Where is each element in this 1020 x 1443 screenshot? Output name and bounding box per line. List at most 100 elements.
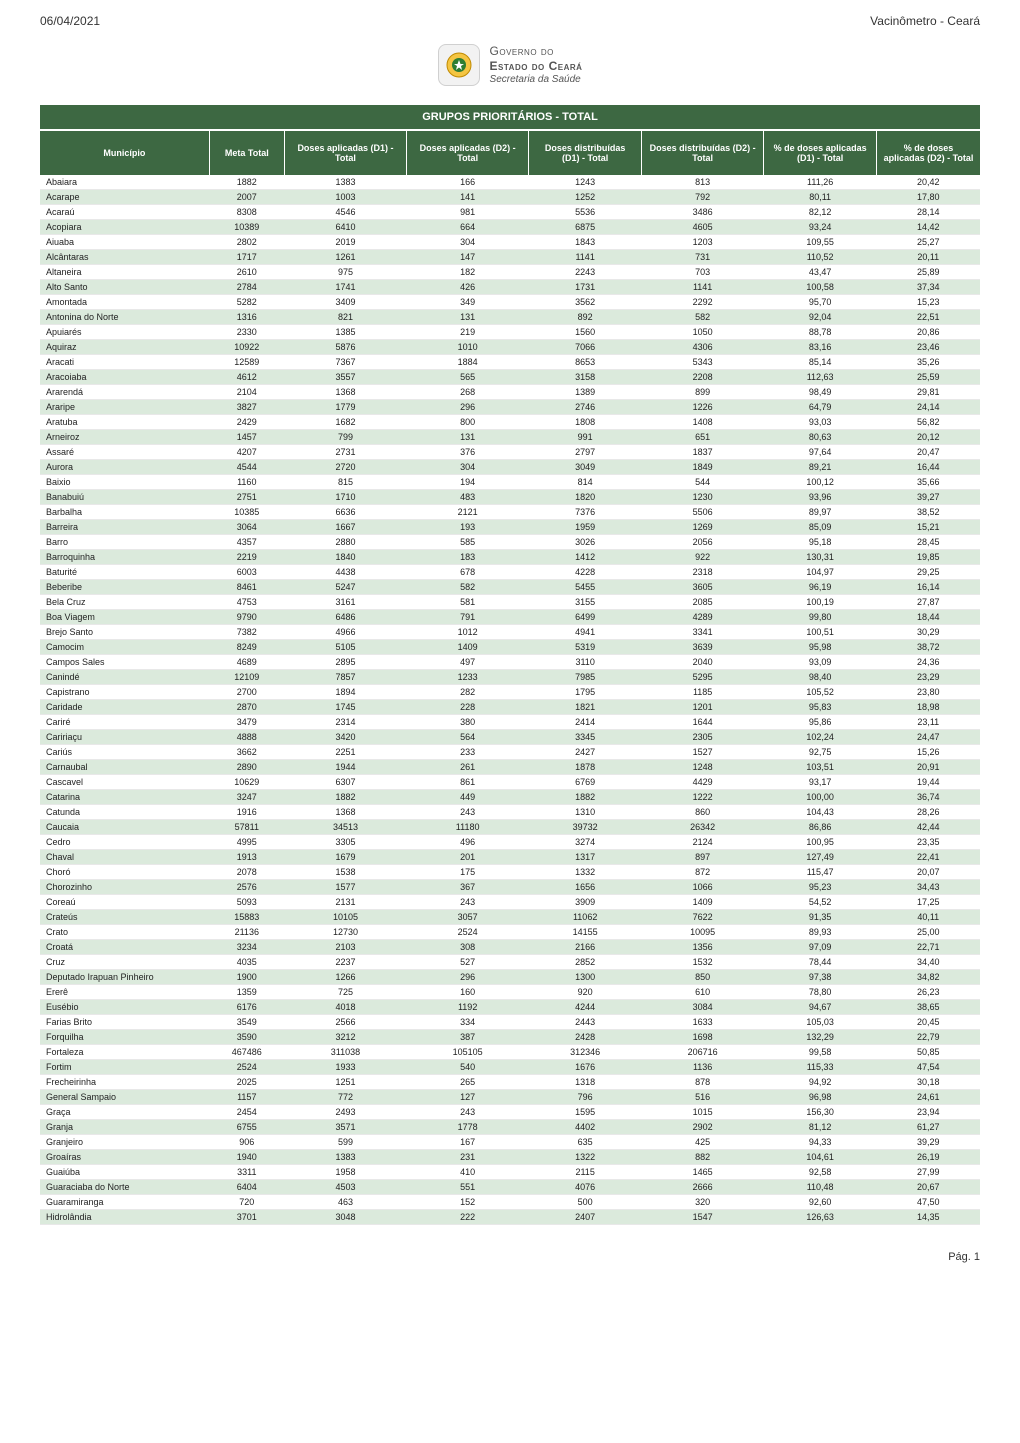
- table-row: Altaneira2610975182224370343,4725,89: [40, 264, 980, 279]
- cell-value: 320: [642, 1194, 764, 1209]
- cell-value: 500: [529, 1194, 642, 1209]
- cell-value: 1465: [642, 1164, 764, 1179]
- cell-value: 610: [642, 984, 764, 999]
- cell-value: 152: [407, 1194, 529, 1209]
- cell-value: 92,75: [764, 744, 877, 759]
- cell-value: 991: [529, 429, 642, 444]
- cell-value: 95,70: [764, 294, 877, 309]
- cell-value: 540: [407, 1059, 529, 1074]
- cell-value: 1547: [642, 1209, 764, 1224]
- cell-value: 115,33: [764, 1059, 877, 1074]
- cell-value: 1356: [642, 939, 764, 954]
- cell-value: 97,38: [764, 969, 877, 984]
- cell-value: 1243: [529, 175, 642, 190]
- logo-line1: Governo do: [490, 44, 583, 59]
- cell-value: 265: [407, 1074, 529, 1089]
- cell-value: 2428: [529, 1029, 642, 1044]
- cell-value: 1157: [209, 1089, 284, 1104]
- table-row: Arneiroz145779913199165180,6320,12: [40, 429, 980, 444]
- cell-value: 720: [209, 1194, 284, 1209]
- cell-value: 7985: [529, 669, 642, 684]
- cell-value: 2040: [642, 654, 764, 669]
- cell-value: 20,11: [877, 249, 980, 264]
- cell-value: 93,17: [764, 774, 877, 789]
- cell-value: 4503: [284, 1179, 406, 1194]
- cell-value: 1385: [284, 324, 406, 339]
- cell-value: 897: [642, 849, 764, 864]
- cell-value: 81,12: [764, 1119, 877, 1134]
- cell-value: 156,30: [764, 1104, 877, 1119]
- cell-value: 109,55: [764, 234, 877, 249]
- cell-value: 1560: [529, 324, 642, 339]
- cell-value: 29,81: [877, 384, 980, 399]
- cell-value: 24,14: [877, 399, 980, 414]
- cell-value: 1843: [529, 234, 642, 249]
- table-row: Crateús1588310105305711062762291,3540,11: [40, 909, 980, 924]
- cell-value: 10629: [209, 774, 284, 789]
- cell-value: 15,21: [877, 519, 980, 534]
- table-row: Assaré420727313762797183797,6420,47: [40, 444, 980, 459]
- cell-value: 64,79: [764, 399, 877, 414]
- cell-value: 2115: [529, 1164, 642, 1179]
- cell-value: 95,23: [764, 879, 877, 894]
- cell-value: 1795: [529, 684, 642, 699]
- cell-value: 449: [407, 789, 529, 804]
- cell-value: 25,27: [877, 234, 980, 249]
- cell-value: 3084: [642, 999, 764, 1014]
- cell-value: 15,26: [877, 744, 980, 759]
- cell-value: 131: [407, 429, 529, 444]
- cell-value: 15883: [209, 909, 284, 924]
- header-title-right: Vacinômetro - Ceará: [870, 14, 980, 28]
- cell-municipio: Caucaia: [40, 819, 209, 834]
- cell-value: 2219: [209, 549, 284, 564]
- cell-municipio: Ererê: [40, 984, 209, 999]
- cell-value: 4306: [642, 339, 764, 354]
- cell-value: 147: [407, 249, 529, 264]
- cell-value: 1710: [284, 489, 406, 504]
- cell-value: 1882: [284, 789, 406, 804]
- cell-value: 527: [407, 954, 529, 969]
- cell-value: 20,07: [877, 864, 980, 879]
- cell-municipio: Fortaleza: [40, 1044, 209, 1059]
- cell-municipio: Coreaú: [40, 894, 209, 909]
- cell-value: 4689: [209, 654, 284, 669]
- cell-value: 28,26: [877, 804, 980, 819]
- cell-value: 233: [407, 744, 529, 759]
- cell-value: 3161: [284, 594, 406, 609]
- cell-value: 1201: [642, 699, 764, 714]
- cell-municipio: Groaíras: [40, 1149, 209, 1164]
- table-row: Caridade287017452281821120195,8318,98: [40, 699, 980, 714]
- cell-value: 1368: [284, 804, 406, 819]
- cell-municipio: Cascavel: [40, 774, 209, 789]
- cell-value: 1959: [529, 519, 642, 534]
- cell-municipio: General Sampaio: [40, 1089, 209, 1104]
- cell-value: 11180: [407, 819, 529, 834]
- cell-value: 57811: [209, 819, 284, 834]
- cell-value: 2443: [529, 1014, 642, 1029]
- cell-value: 82,12: [764, 204, 877, 219]
- cell-value: 2124: [642, 834, 764, 849]
- cell-value: 20,67: [877, 1179, 980, 1194]
- cell-value: 100,58: [764, 279, 877, 294]
- cell-value: 2895: [284, 654, 406, 669]
- table-row: Cariré347923143802414164495,8623,11: [40, 714, 980, 729]
- cell-value: 582: [642, 309, 764, 324]
- cell-municipio: Brejo Santo: [40, 624, 209, 639]
- cell-value: 581: [407, 594, 529, 609]
- cell-value: 463: [284, 1194, 406, 1209]
- cell-value: 3212: [284, 1029, 406, 1044]
- cell-value: 367: [407, 879, 529, 894]
- cell-value: 1778: [407, 1119, 529, 1134]
- table-body: Abaiara188213831661243813111,2620,42Acar…: [40, 175, 980, 1225]
- cell-value: 105,03: [764, 1014, 877, 1029]
- cell-value: 39,27: [877, 489, 980, 504]
- cell-value: 426: [407, 279, 529, 294]
- cell-value: 1940: [209, 1149, 284, 1164]
- table-row: Aracoiaba4612355756531582208112,6325,59: [40, 369, 980, 384]
- cell-value: 2493: [284, 1104, 406, 1119]
- col-d2-distrib: Doses distribuídas (D2) - Total: [642, 130, 764, 175]
- cell-value: 3420: [284, 729, 406, 744]
- cell-value: 10105: [284, 909, 406, 924]
- table-row: Eusébio6176401811924244308494,6738,65: [40, 999, 980, 1014]
- cell-value: 585: [407, 534, 529, 549]
